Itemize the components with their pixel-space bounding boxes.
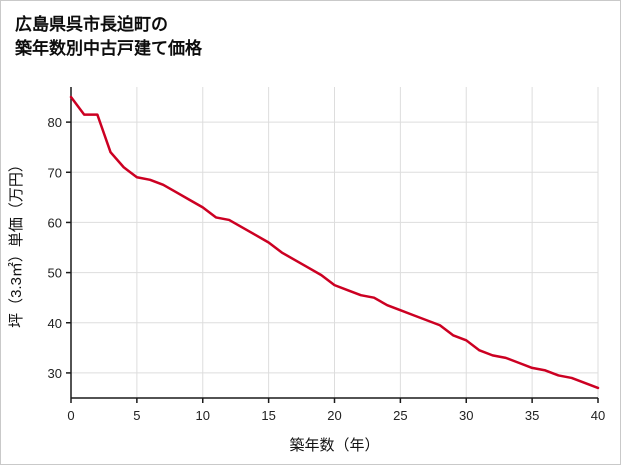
x-tick-label: 30 <box>459 408 473 423</box>
y-tick-label: 80 <box>48 115 62 130</box>
y-tick-label: 70 <box>48 165 62 180</box>
x-tick-label: 10 <box>196 408 210 423</box>
price-by-age-line-chart: 0 5 10 15 20 25 30 35 40 30 40 50 60 70 80 築年数（年） 坪（3.3㎡… <box>8 87 605 454</box>
y-tick-label: 50 <box>48 266 62 281</box>
chart-title-line2: 築年数別中古戸建て価格 <box>15 38 202 58</box>
x-tick-label: 35 <box>525 408 539 423</box>
x-tick-label: 25 <box>393 408 407 423</box>
y-axis-title: 坪（3.3㎡）単価（万円） <box>8 157 25 328</box>
x-axis-title: 築年数（年） <box>289 436 379 454</box>
x-tick-label: 20 <box>327 408 341 423</box>
x-tick-label: 15 <box>261 408 275 423</box>
y-tick-label: 30 <box>48 366 62 381</box>
y-tick-label: 40 <box>48 316 62 331</box>
chart-title: 広島県呉市長迫町の 築年数別中古戸建て価格 <box>1 1 620 61</box>
x-tick-label: 40 <box>591 408 605 423</box>
chart-title-line1: 広島県呉市長迫町の <box>15 15 168 34</box>
x-tick-label: 0 <box>67 408 74 423</box>
x-tick-label: 5 <box>133 408 140 423</box>
y-tick-label: 60 <box>48 215 62 230</box>
price-line-series <box>69 95 600 390</box>
